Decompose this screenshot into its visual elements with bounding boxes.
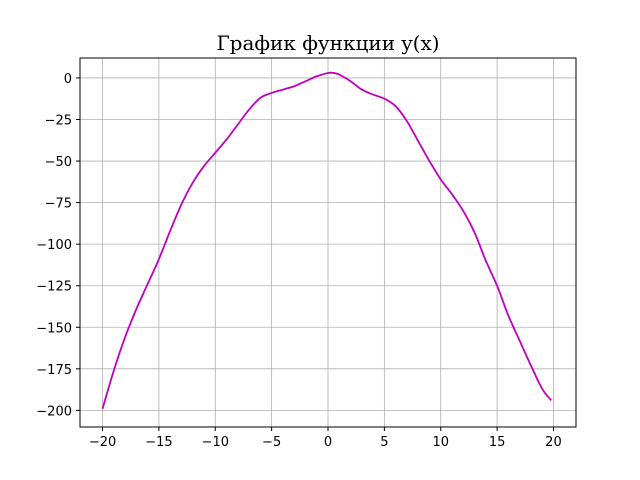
x-tick-label: 0 — [324, 435, 332, 450]
chart-title: График функции y(x) — [216, 31, 439, 55]
x-tick-label: −20 — [89, 435, 116, 450]
y-tick-label: −75 — [45, 197, 72, 212]
ticks: −20 −15 −10 −5 0 5 10 15 200−25−50−75−100−125−15… — [36, 72, 561, 450]
x-tick-label: −5 — [262, 435, 281, 450]
x-tick-label: −15 — [145, 435, 172, 450]
x-tick-label: 10 — [432, 435, 449, 450]
x-tick-label: 5 — [380, 435, 388, 450]
x-tick-label: −10 — [202, 435, 229, 450]
y-tick-label: −100 — [36, 238, 72, 253]
series-layer — [101, 71, 552, 409]
y-tick-label: −175 — [36, 363, 72, 378]
y-tick-label: −150 — [36, 321, 72, 336]
series-line — [101, 71, 552, 409]
y-tick-label: −200 — [36, 404, 72, 419]
grid — [80, 58, 576, 427]
y-tick-label: −125 — [36, 280, 72, 295]
y-tick-label: −50 — [45, 155, 72, 170]
y-tick-label: 0 — [64, 72, 72, 87]
x-tick-label: 20 — [545, 435, 562, 450]
y-tick-label: −25 — [45, 114, 72, 129]
x-tick-label: 15 — [489, 435, 506, 450]
